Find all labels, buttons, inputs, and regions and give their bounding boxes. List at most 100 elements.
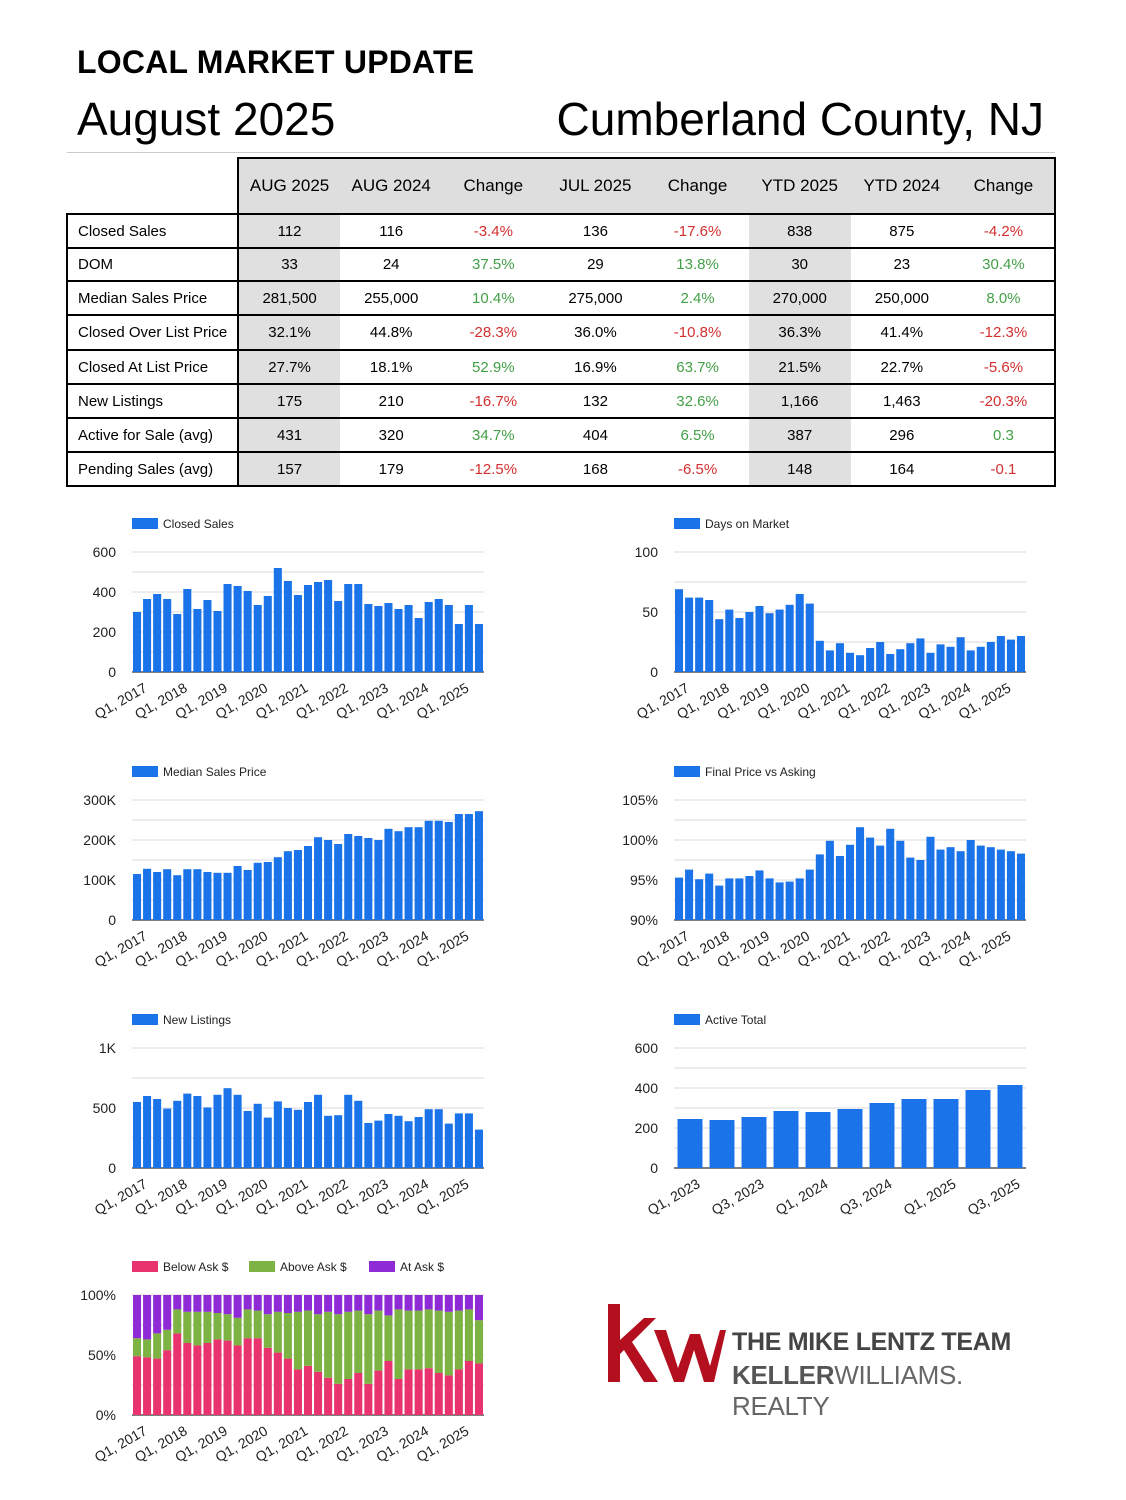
table-cell: 168 bbox=[544, 452, 647, 487]
legend-swatch bbox=[132, 1261, 158, 1272]
row-label: Pending Sales (avg) bbox=[66, 452, 239, 487]
bar-segment bbox=[213, 1295, 222, 1313]
bar-segment bbox=[364, 1383, 373, 1415]
bar bbox=[153, 872, 162, 920]
bar-segment bbox=[334, 1295, 343, 1315]
bar-segment bbox=[203, 1295, 212, 1312]
bar bbox=[314, 837, 323, 920]
bar-segment bbox=[414, 1310, 423, 1370]
legend-label: Median Sales Price bbox=[163, 765, 267, 779]
bar-segment bbox=[283, 1295, 292, 1313]
y-tick-label: 200K bbox=[83, 832, 116, 848]
bar-segment bbox=[153, 1358, 162, 1415]
bar-segment bbox=[173, 1333, 182, 1415]
bar-segment bbox=[324, 1377, 333, 1415]
bar-segment bbox=[173, 1295, 182, 1310]
bar bbox=[835, 643, 844, 672]
bar bbox=[183, 1093, 192, 1168]
bar-segment bbox=[293, 1311, 302, 1370]
bar-segment bbox=[394, 1295, 403, 1310]
column-header: AUG 2024 bbox=[340, 157, 443, 215]
bar-segment bbox=[414, 1295, 423, 1311]
bar bbox=[695, 879, 704, 920]
bar bbox=[926, 836, 935, 920]
bar bbox=[324, 1115, 333, 1168]
bar bbox=[946, 847, 955, 920]
legend-swatch bbox=[132, 1014, 158, 1025]
legend-label: Active Total bbox=[705, 1013, 766, 1027]
bar bbox=[936, 644, 945, 672]
table-cell: 270,000 bbox=[748, 281, 851, 316]
table-cell: 175 bbox=[238, 384, 341, 419]
bar-segment bbox=[454, 1295, 463, 1311]
keller-williams-logo: THE MIKE LENTZ TEAM KELLERWILLIAMS. REAL… bbox=[604, 1300, 1044, 1421]
bar bbox=[334, 601, 343, 672]
y-tick-label: 100% bbox=[80, 1287, 116, 1303]
y-tick-label: 90% bbox=[630, 912, 658, 928]
bar bbox=[203, 872, 212, 920]
bar-segment bbox=[384, 1315, 393, 1361]
y-tick-label: 95% bbox=[630, 872, 658, 888]
bar bbox=[273, 857, 282, 920]
bar bbox=[825, 840, 834, 920]
team-name: THE MIKE LENTZ TEAM bbox=[732, 1328, 1012, 1356]
row-label: Closed Sales bbox=[66, 214, 239, 249]
bar-segment bbox=[193, 1311, 202, 1346]
bar bbox=[293, 1109, 302, 1168]
table-header-row: AUG 2025 AUG 2024 Change JUL 2025 Change… bbox=[67, 157, 1057, 215]
legend-label: Above Ask $ bbox=[280, 1260, 347, 1274]
bar-segment bbox=[454, 1369, 463, 1415]
bar-segment bbox=[464, 1361, 473, 1415]
bar bbox=[785, 604, 794, 672]
bar-segment bbox=[444, 1375, 453, 1415]
table-row: Closed Over List Price 32.1% 44.8% -28.3% 36… bbox=[66, 315, 1057, 351]
x-tick-label: Q1, 2024 bbox=[773, 1175, 831, 1218]
table-cell: 10.4% bbox=[442, 281, 545, 316]
bar bbox=[845, 844, 855, 920]
bar-segment bbox=[283, 1358, 292, 1415]
bar bbox=[685, 597, 694, 672]
bar bbox=[354, 584, 363, 672]
bar bbox=[334, 1115, 343, 1168]
y-tick-label: 600 bbox=[635, 1040, 659, 1056]
table-cell: 2.4% bbox=[646, 281, 749, 316]
y-tick-label: 100% bbox=[622, 832, 658, 848]
bar bbox=[163, 869, 172, 920]
bar bbox=[404, 827, 413, 920]
bar-segment bbox=[424, 1295, 433, 1310]
bar bbox=[173, 875, 182, 920]
bar bbox=[464, 1113, 473, 1168]
bar bbox=[825, 650, 834, 672]
table-cell: -5.6% bbox=[952, 350, 1057, 385]
bar-segment bbox=[153, 1333, 162, 1359]
bar-segment bbox=[364, 1295, 373, 1315]
bar bbox=[193, 1096, 202, 1168]
bar bbox=[133, 1102, 142, 1168]
bar bbox=[986, 642, 995, 672]
bar-segment bbox=[334, 1383, 343, 1415]
bar bbox=[223, 1088, 232, 1168]
market-stats-table: AUG 2025 AUG 2024 Change JUL 2025 Change… bbox=[66, 157, 1057, 487]
bar bbox=[869, 1103, 895, 1168]
table-cell: -28.3% bbox=[442, 315, 545, 351]
table-cell: 18.1% bbox=[340, 350, 443, 385]
bar-segment bbox=[253, 1295, 262, 1311]
bar bbox=[741, 1117, 767, 1168]
bar-segment bbox=[454, 1310, 463, 1370]
bar bbox=[344, 834, 353, 920]
bar-segment bbox=[203, 1311, 212, 1343]
bar bbox=[424, 1109, 433, 1168]
bar bbox=[896, 840, 905, 920]
legend-label: New Listings bbox=[163, 1013, 231, 1027]
bar bbox=[243, 1111, 252, 1168]
table-cell: -16.7% bbox=[442, 384, 545, 419]
bar bbox=[675, 589, 684, 672]
column-header: YTD 2024 bbox=[850, 157, 953, 215]
bar-segment bbox=[324, 1295, 333, 1312]
bar bbox=[213, 611, 222, 672]
bar bbox=[1006, 851, 1015, 920]
y-tick-label: 100 bbox=[635, 544, 659, 560]
bar-segment bbox=[344, 1379, 353, 1415]
